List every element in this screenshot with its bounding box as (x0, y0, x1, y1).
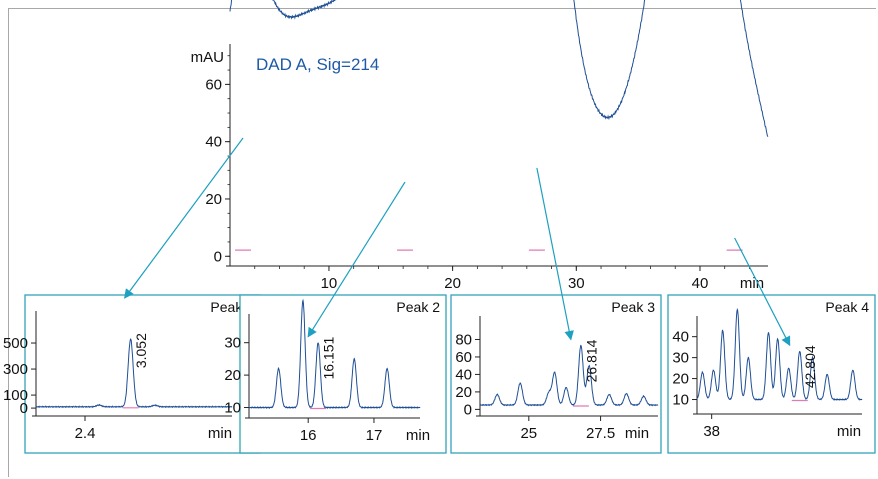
inset-2-trace (248, 298, 421, 410)
inset-4-y-tick-label: 10 (672, 392, 689, 409)
main-y-tick-label: 40 (205, 134, 222, 151)
inset-4-y-tick-label: 40 (672, 329, 689, 346)
peak-link-arrow-1 (124, 137, 244, 299)
inset-1-peak-label: 3.052 (133, 333, 149, 368)
inset-2-x-axis-label: min (406, 427, 430, 444)
main-x-tick-label: 40 (692, 275, 709, 292)
inset-3-panel-label: Peak 3 (611, 299, 655, 315)
inset-2-panel-border (239, 294, 447, 454)
main-x-tick-label: 10 (321, 275, 338, 292)
inset-1-trace (35, 338, 233, 409)
inset-3-x-tick-label: 25 (520, 425, 537, 442)
main-y-tick-label: 20 (205, 191, 222, 208)
peak-link-arrow-3 (536, 167, 574, 341)
inset-3-x-axis-label: min (625, 425, 649, 442)
inset-1-y-tick-label: 100 (3, 387, 28, 404)
main-x-axis-label: min (740, 275, 764, 292)
inset-3-panel-border (450, 294, 662, 454)
inset-2-panel-label: Peak 2 (396, 299, 440, 315)
peak-link-arrow-4 (734, 237, 791, 347)
inset-2-peak-label: 16.151 (321, 336, 337, 379)
peak-link-arrow-2 (307, 181, 406, 338)
inset-3-y-tick-label: 0 (464, 401, 472, 418)
main-chart-title: DAD A, Sig=214 (256, 55, 379, 74)
inset-3-y-tick-label: 60 (455, 349, 472, 366)
inset-3-x-tick-label: 27.5 (586, 425, 615, 442)
inset-4-trace (696, 307, 863, 401)
main-y-tick-label: 60 (205, 76, 222, 93)
main-y-tick-label: 0 (214, 248, 222, 265)
inset-1-y-tick-label: 0 (20, 400, 28, 417)
inset-3-y-tick-label: 20 (455, 384, 472, 401)
inset-2-x-tick-label: 17 (366, 427, 383, 444)
inset-1-x-axis-label: min (208, 425, 232, 442)
inset-4-y-tick-label: 20 (672, 371, 689, 388)
inset-4-peak-label: 42.804 (802, 345, 818, 388)
main-x-tick-label: 30 (568, 275, 585, 292)
inset-3-peak-label: 26.814 (583, 339, 599, 382)
figure-frame (8, 8, 876, 477)
inset-4-x-tick-label: 38 (703, 423, 720, 440)
inset-2-y-tick-label: 10 (224, 400, 241, 417)
inset-4-x-axis-label: min (837, 423, 861, 440)
main-trace (229, 0, 769, 137)
inset-2-y-tick-label: 20 (224, 367, 241, 384)
inset-1-x-tick-label: 2.4 (75, 425, 96, 442)
inset-2-x-tick-label: 16 (300, 427, 317, 444)
inset-1-y-tick-label: 500 (3, 335, 28, 352)
inset-3-trace (479, 344, 659, 407)
inset-1-panel-border (24, 294, 261, 454)
main-x-tick-label: 20 (444, 275, 461, 292)
inset-4-panel-label: Peak 4 (825, 299, 869, 315)
inset-4-y-tick-label: 30 (672, 350, 689, 367)
main-y-axis-label: mAU (191, 49, 224, 66)
inset-2-y-tick-label: 30 (224, 335, 241, 352)
inset-3-y-tick-label: 40 (455, 366, 472, 383)
inset-3-y-tick-label: 80 (455, 331, 472, 348)
inset-1-y-tick-label: 300 (3, 361, 28, 378)
